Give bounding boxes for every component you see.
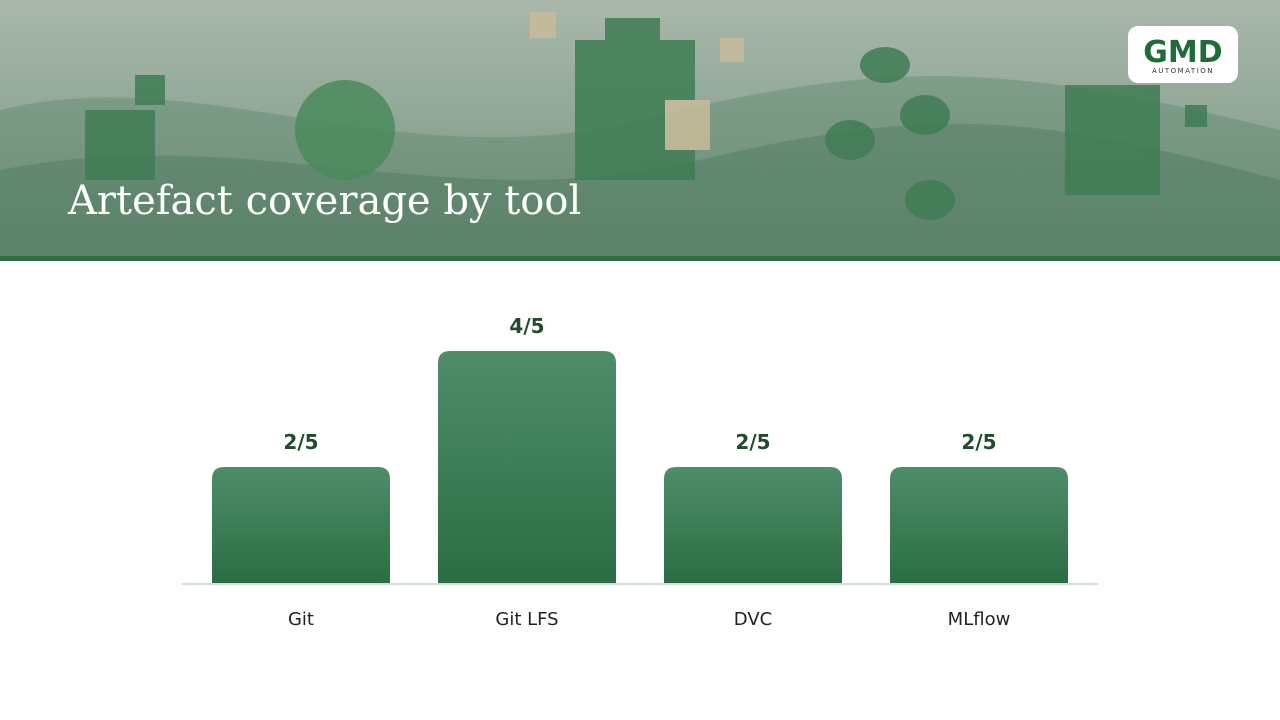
x-tick-label: DVC [734, 609, 772, 630]
header-rule [0, 256, 1280, 261]
value-label: 2/5 [283, 430, 318, 454]
x-tick-label: MLflow [948, 609, 1011, 630]
x-tick-label: Git LFS [495, 609, 558, 630]
logo-name: GMD [1143, 35, 1222, 70]
header-banner [0, 0, 1280, 256]
bar [438, 351, 616, 583]
slide-title: Artefact coverage by tool [67, 178, 581, 224]
logo-tagline: AUTOMATION [1152, 67, 1214, 75]
logo-box [1128, 26, 1238, 83]
logo: GMD AUTOMATION [1128, 26, 1238, 83]
value-label: 2/5 [735, 430, 770, 454]
x-tick-label: Git [288, 609, 314, 630]
bar [664, 467, 842, 583]
value-label: 4/5 [509, 314, 544, 338]
plot: Git 2/5 Git LFS 4/5 DVC 2/5 MLflow 2/5 [212, 314, 1068, 630]
value-label: 2/5 [961, 430, 996, 454]
bar [212, 467, 390, 583]
bar [890, 467, 1068, 583]
